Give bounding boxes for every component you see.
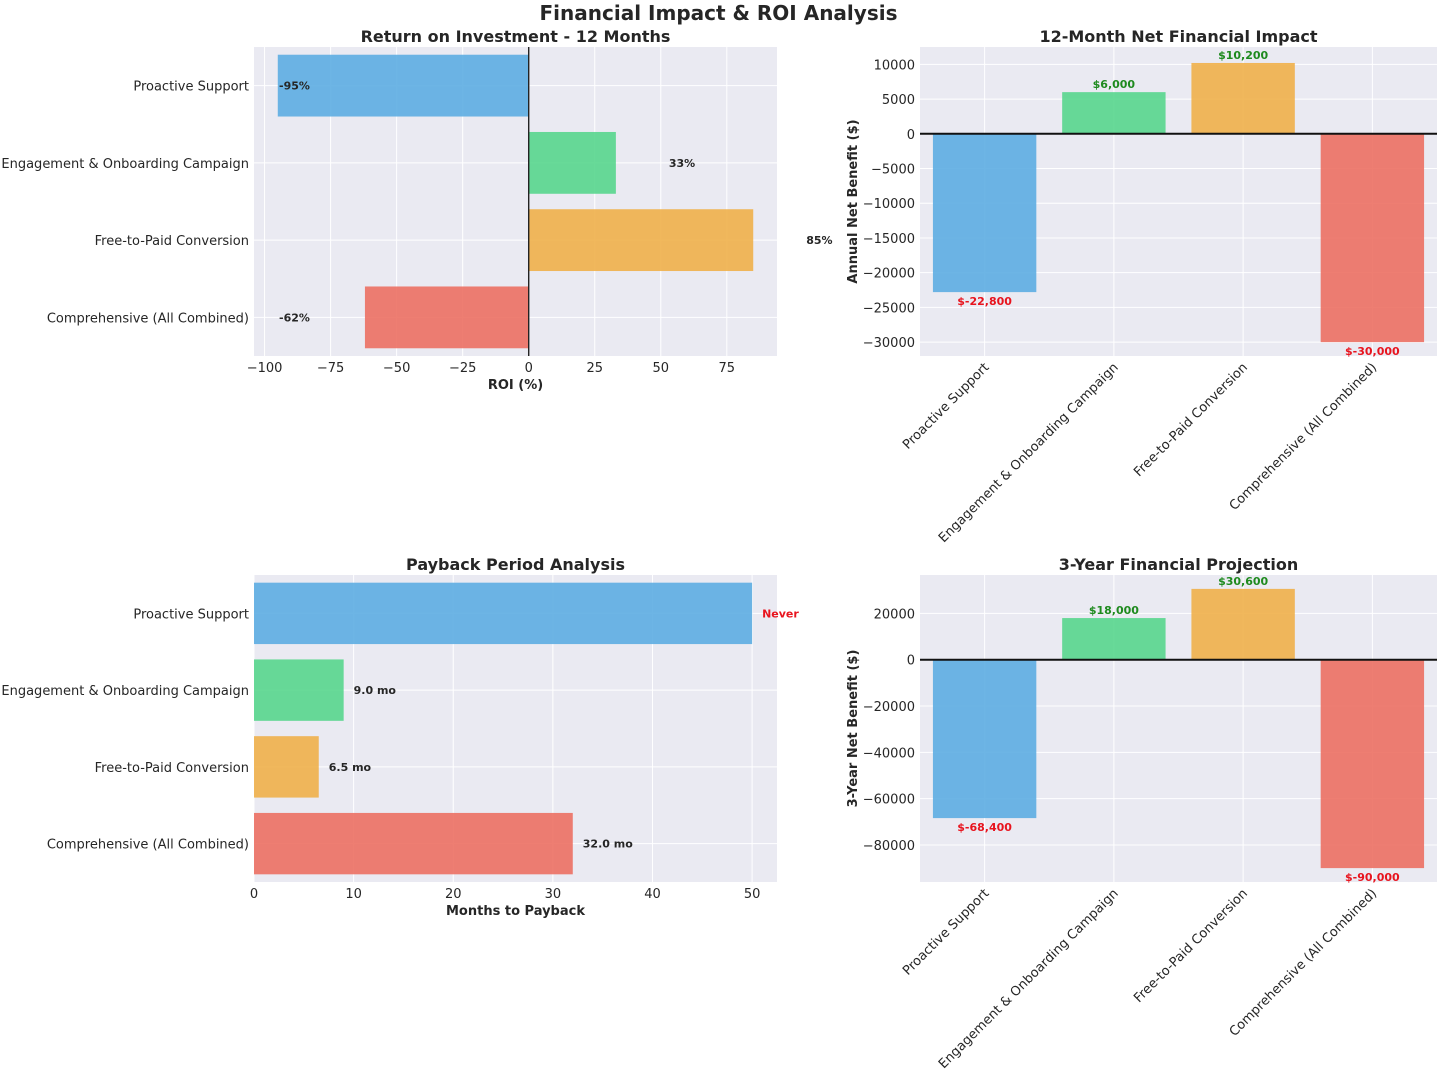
tick-label: −25000 (863, 301, 915, 316)
tick-label: 0 (907, 654, 915, 669)
bar (1320, 133, 1425, 343)
tick-label: 10 (345, 887, 362, 902)
chart-title: Return on Investment - 12 Months (361, 27, 671, 46)
tick-label: −15000 (863, 232, 915, 247)
tick-label: −50 (383, 361, 410, 376)
tick-label: 0 (250, 887, 258, 902)
chart-title: 3-Year Financial Projection (1059, 555, 1298, 574)
tick-label: 75 (719, 361, 736, 376)
bar (1062, 92, 1166, 134)
tick-label: 40 (644, 887, 661, 902)
category-label: Engagement & Onboarding Campaign (1, 684, 249, 699)
bar (932, 133, 1037, 293)
tick-label: −40000 (863, 746, 915, 761)
tick-label: −30000 (863, 336, 915, 351)
value-label: $-22,800 (957, 295, 1012, 308)
value-label: 33% (669, 157, 695, 170)
value-label: $30,600 (1218, 575, 1268, 588)
tick-label: −20000 (863, 267, 915, 282)
chart-title: Payback Period Analysis (406, 555, 625, 574)
tick-label: 0 (525, 361, 533, 376)
bar (1191, 588, 1295, 660)
category-label: Comprehensive (All Combined) (47, 838, 249, 853)
axis-label: 3-Year Net Benefit ($) (846, 650, 861, 808)
value-label: 6.5 mo (329, 761, 372, 774)
bar (364, 286, 529, 349)
bar (1320, 659, 1425, 869)
tick-label: 50 (653, 361, 670, 376)
bar (528, 209, 754, 272)
value-label: -62% (279, 311, 310, 324)
category-label: Comprehensive (All Combined) (47, 311, 249, 326)
value-label: Never (762, 607, 799, 620)
tick-label: 30 (545, 887, 562, 902)
bar (528, 131, 616, 194)
bar (277, 54, 529, 117)
bar (254, 582, 753, 645)
bar (254, 659, 344, 721)
value-label: 32.0 mo (583, 838, 633, 851)
tick-label: 20 (445, 887, 462, 902)
value-label: $18,000 (1089, 604, 1139, 617)
bar (1062, 618, 1166, 660)
category-label: Free-to-Paid Conversion (95, 761, 249, 776)
axis-label: Annual Net Benefit ($) (846, 119, 861, 283)
category-label: Proactive Support (900, 886, 992, 978)
tick-label: −25 (449, 361, 476, 376)
tick-label: 20000 (874, 607, 915, 622)
bar (932, 659, 1037, 819)
value-label: $-68,400 (957, 821, 1012, 834)
bar (1191, 62, 1295, 134)
tick-label: 5000 (882, 93, 915, 108)
tick-label: 50 (744, 887, 761, 902)
category-label: Proactive Support (133, 80, 249, 95)
tick-label: −80000 (863, 839, 915, 854)
tick-label: −100 (247, 361, 283, 376)
category-label: Free-to-Paid Conversion (95, 234, 249, 249)
tick-label: −60000 (863, 793, 915, 808)
bar (254, 736, 319, 798)
tick-label: −20000 (863, 700, 915, 715)
axis-label: Months to Payback (446, 904, 585, 919)
category-label: Engagement & Onboarding Campaign (1, 157, 249, 172)
tick-label: −5000 (871, 163, 915, 178)
tick-label: 25 (586, 361, 603, 376)
value-label: $-90,000 (1345, 871, 1400, 884)
axis-label: ROI (%) (488, 378, 543, 393)
value-label: $-30,000 (1345, 345, 1400, 358)
tick-label: −75 (317, 361, 344, 376)
chart-title: 12-Month Net Financial Impact (1039, 27, 1317, 46)
bar (254, 812, 573, 875)
category-label: Proactive Support (133, 607, 249, 622)
value-label: 9.0 mo (354, 684, 397, 697)
tick-label: −10000 (863, 197, 915, 212)
tick-label: 10000 (874, 58, 915, 73)
tick-label: 0 (907, 128, 915, 143)
value-label: $6,000 (1093, 78, 1136, 91)
value-label: 85% (806, 234, 832, 247)
category-label: Comprehensive (All Combined) (1227, 886, 1381, 1040)
category-label: Free-to-Paid Conversion (1131, 886, 1251, 1006)
value-label: -95% (279, 80, 310, 93)
value-label: $10,200 (1218, 49, 1268, 62)
figure-title: Financial Impact & ROI Analysis (539, 1, 898, 25)
